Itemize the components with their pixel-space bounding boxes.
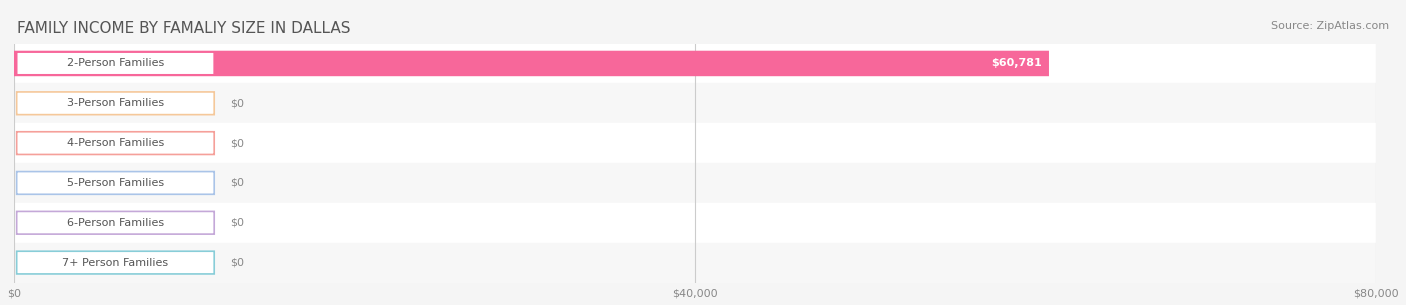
Text: 6-Person Families: 6-Person Families — [67, 218, 165, 228]
Text: 4-Person Families: 4-Person Families — [67, 138, 165, 148]
Bar — [14, 123, 1376, 163]
Text: $0: $0 — [231, 138, 245, 148]
Text: 7+ Person Families: 7+ Person Families — [62, 258, 169, 267]
Text: $60,781: $60,781 — [991, 59, 1042, 68]
Bar — [14, 44, 1376, 83]
FancyBboxPatch shape — [17, 92, 214, 115]
Bar — [14, 163, 1376, 203]
Text: $0: $0 — [231, 178, 245, 188]
Text: 2-Person Families: 2-Person Families — [67, 59, 165, 68]
FancyBboxPatch shape — [14, 51, 1049, 76]
FancyBboxPatch shape — [17, 132, 214, 154]
FancyBboxPatch shape — [17, 52, 214, 75]
Text: FAMILY INCOME BY FAMALIY SIZE IN DALLAS: FAMILY INCOME BY FAMALIY SIZE IN DALLAS — [17, 21, 350, 36]
Text: $0: $0 — [231, 258, 245, 267]
FancyBboxPatch shape — [17, 211, 214, 234]
Text: $0: $0 — [231, 218, 245, 228]
Text: $0: $0 — [231, 98, 245, 108]
FancyBboxPatch shape — [17, 172, 214, 194]
Text: Source: ZipAtlas.com: Source: ZipAtlas.com — [1271, 21, 1389, 31]
Text: 3-Person Families: 3-Person Families — [67, 98, 165, 108]
Bar — [14, 83, 1376, 123]
FancyBboxPatch shape — [17, 251, 214, 274]
Bar — [14, 243, 1376, 282]
Text: 5-Person Families: 5-Person Families — [67, 178, 165, 188]
Bar — [14, 203, 1376, 243]
